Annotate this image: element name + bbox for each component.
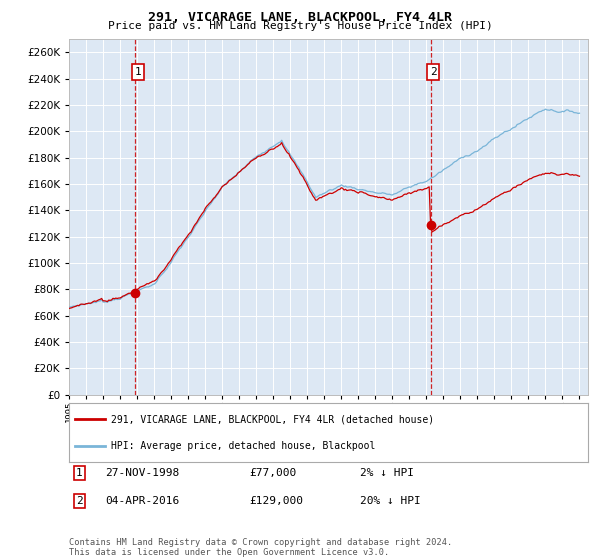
Text: 1: 1 xyxy=(76,468,83,478)
Text: 291, VICARAGE LANE, BLACKPOOL, FY4 4LR (detached house): 291, VICARAGE LANE, BLACKPOOL, FY4 4LR (… xyxy=(110,414,434,424)
Text: Contains HM Land Registry data © Crown copyright and database right 2024.
This d: Contains HM Land Registry data © Crown c… xyxy=(69,538,452,557)
Text: 2% ↓ HPI: 2% ↓ HPI xyxy=(360,468,414,478)
Text: 2: 2 xyxy=(76,496,83,506)
Text: Price paid vs. HM Land Registry's House Price Index (HPI): Price paid vs. HM Land Registry's House … xyxy=(107,21,493,31)
Text: 20% ↓ HPI: 20% ↓ HPI xyxy=(360,496,421,506)
Text: 2: 2 xyxy=(430,67,437,77)
Text: £77,000: £77,000 xyxy=(249,468,296,478)
Text: 04-APR-2016: 04-APR-2016 xyxy=(105,496,179,506)
Text: 27-NOV-1998: 27-NOV-1998 xyxy=(105,468,179,478)
Text: 1: 1 xyxy=(134,67,141,77)
Text: HPI: Average price, detached house, Blackpool: HPI: Average price, detached house, Blac… xyxy=(110,441,375,451)
Text: £129,000: £129,000 xyxy=(249,496,303,506)
Text: 291, VICARAGE LANE, BLACKPOOL, FY4 4LR: 291, VICARAGE LANE, BLACKPOOL, FY4 4LR xyxy=(148,11,452,24)
